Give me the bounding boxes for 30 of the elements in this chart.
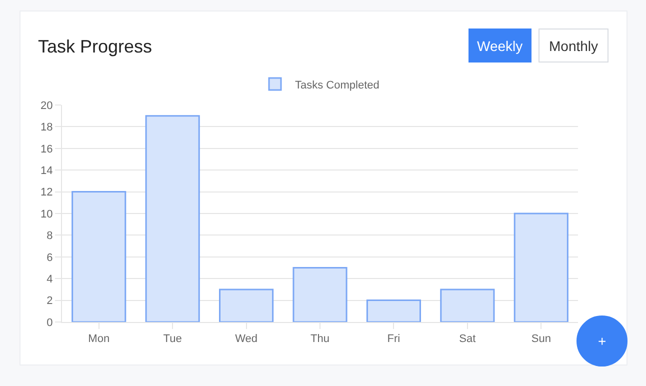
x-tick-label: Mon (88, 333, 110, 346)
x-tick-label: Sat (459, 333, 476, 346)
y-tick-label: 18 (40, 122, 53, 134)
bar (292, 267, 348, 322)
text: + (598, 333, 606, 349)
bar (514, 212, 568, 322)
x-tick-label: Thu (310, 333, 330, 346)
y-tick-label: 8 (46, 230, 53, 242)
y-tick-label: 10 (40, 208, 53, 220)
y-tick-label: 4 (46, 273, 53, 286)
bar (72, 191, 126, 322)
y-tick-label: 14 (40, 164, 53, 177)
y-tick-label: 20 (40, 100, 53, 112)
x-tick-label: Tue (163, 333, 182, 346)
y-tick-label: 6 (46, 252, 53, 264)
bar (145, 115, 200, 322)
legend-label: Tasks Completed (295, 79, 380, 92)
x-tick-label: Fri (387, 333, 400, 346)
bar (366, 300, 421, 322)
y-tick-label: 16 (40, 143, 53, 156)
x-tick-label: Wed (235, 333, 258, 346)
text: Monthly (549, 38, 598, 54)
y-tick-label: 12 (40, 186, 53, 199)
y-tick-label: 0 (46, 316, 53, 329)
bar (440, 288, 495, 322)
chart-title: Task Progress (38, 36, 152, 56)
y-tick-label: 2 (46, 295, 53, 308)
bar (219, 288, 274, 322)
text: Weekly (477, 38, 523, 54)
x-tick-label: Sun (531, 333, 551, 346)
